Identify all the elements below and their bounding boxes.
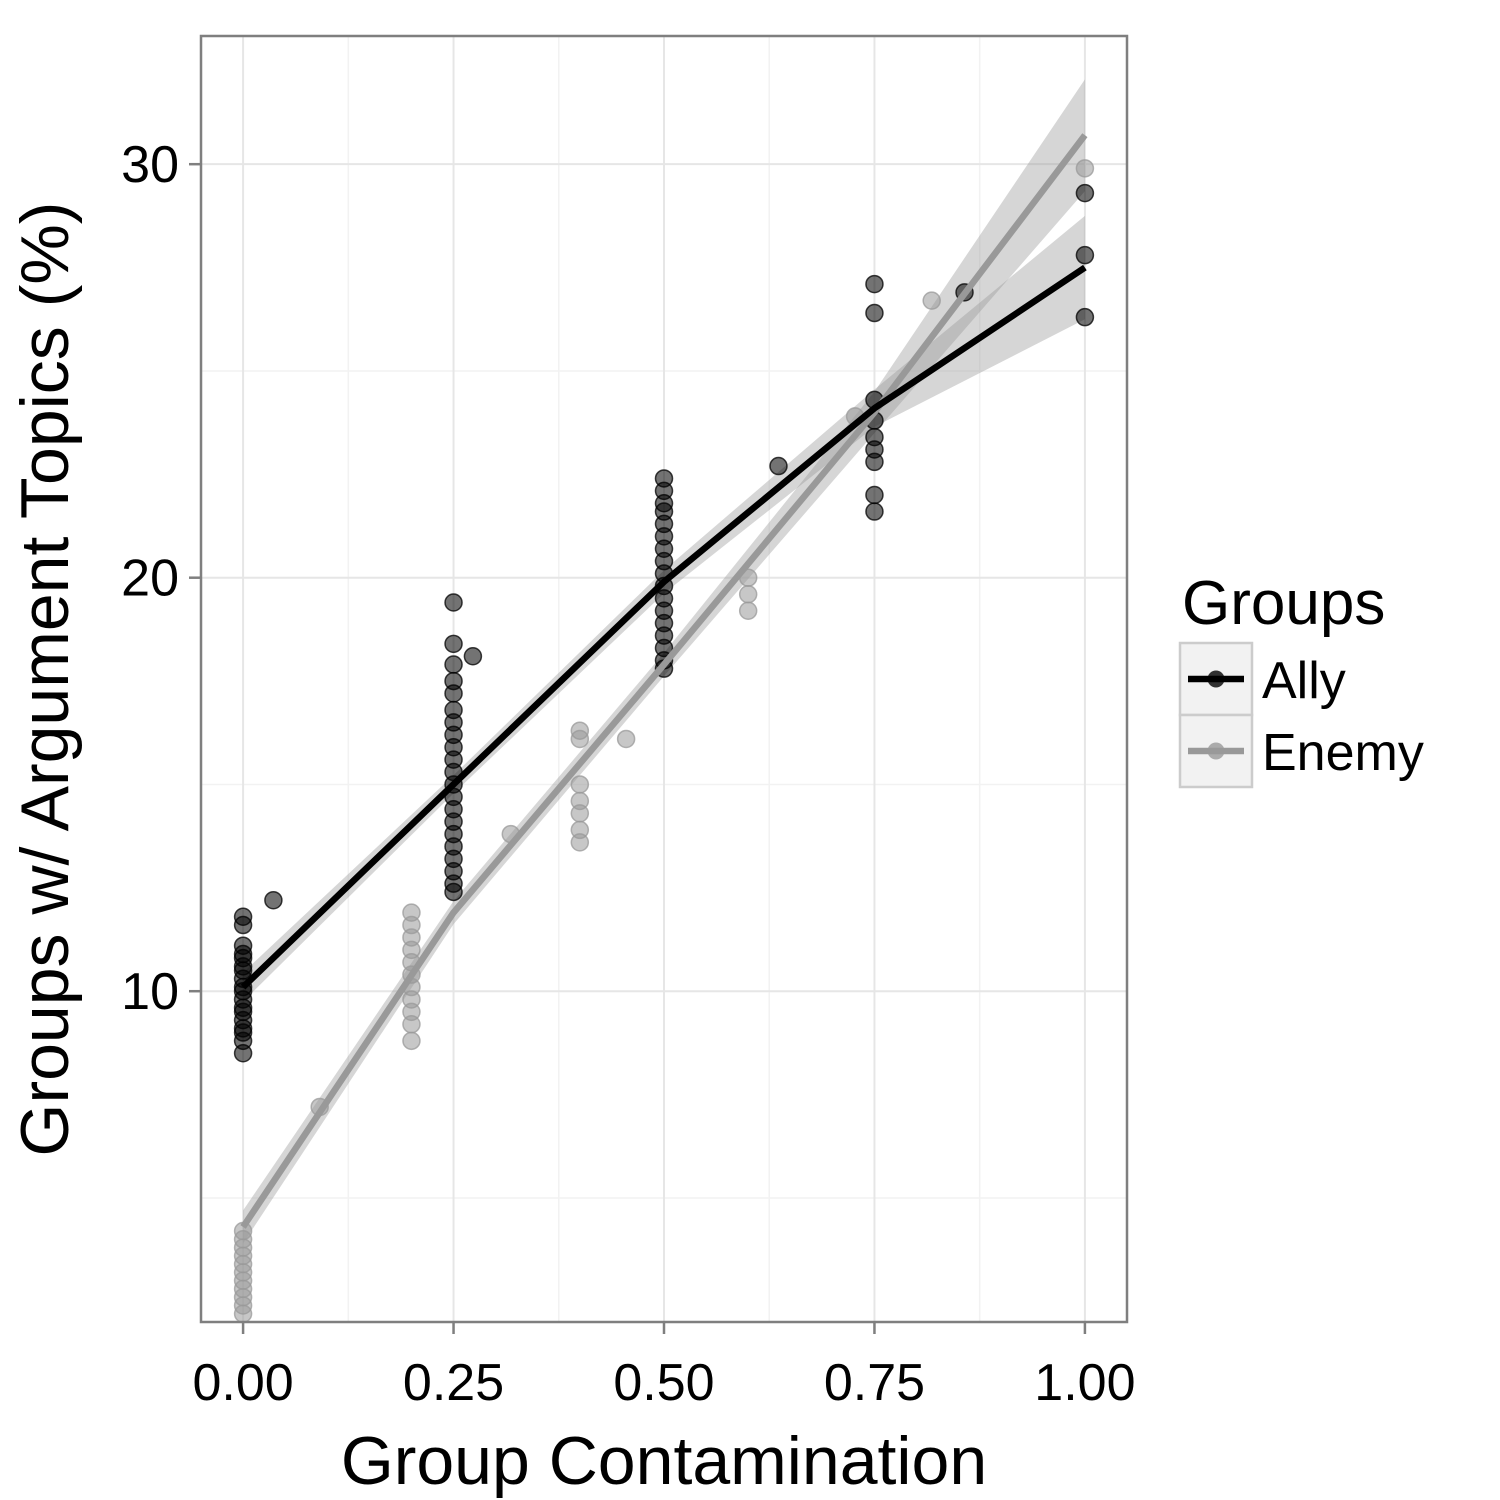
y-tick-label: 10 [121,963,179,1021]
y-tick-label: 20 [121,550,179,608]
grid-layer [201,36,1127,1322]
data-point-ally [444,593,463,612]
data-point-ally [444,655,463,674]
y-tick-label: 30 [121,136,179,194]
x-tick-label: 0.50 [613,1354,714,1412]
data-point-enemy [616,729,636,749]
data-point-enemy [1075,159,1095,178]
data-point-ally [865,274,884,294]
data-point-ally [865,485,884,505]
legend-label-enemy: Enemy [1262,724,1424,782]
data-point-ally [233,1043,253,1063]
x-axis-title: Group Contamination [341,1423,987,1499]
x-axis: 0.00 0.25 0.50 0.75 1.00 [192,1322,1136,1412]
data-point-enemy [570,729,590,749]
data-point-enemy [402,1031,421,1051]
data-point-enemy [570,833,590,852]
fit-line-enemy [240,133,1088,1229]
x-tick-label: 1.00 [1034,1354,1135,1412]
legend: Groups Ally Enemy [1178,569,1424,789]
data-point-ally [233,915,253,935]
data-point-ally [1075,183,1095,203]
data-point-enemy [570,775,590,794]
data-point-ally [463,647,483,666]
data-point-enemy [233,1304,253,1323]
y-axis: 10 20 30 [121,136,201,1021]
data-point-layer [233,159,1095,1323]
data-point-ally [444,684,463,703]
x-tick-label: 0.75 [824,1354,925,1412]
plot-panel [199,34,1129,1324]
data-point-enemy [922,291,941,310]
data-point-enemy [402,1015,421,1034]
data-point-ally [865,452,884,472]
data-point-enemy [738,584,758,604]
x-tick-label: 0.00 [192,1354,293,1412]
legend-key-point [1207,742,1225,760]
data-point-ally [444,634,463,654]
y-axis-title: Groups w/ Argument Topics (%) [7,202,83,1157]
data-point-ally [1075,307,1095,327]
fit-line-ally [240,264,1087,990]
legend-label-ally: Ally [1262,652,1346,710]
data-point-ally [444,882,463,902]
data-point-enemy [570,804,590,823]
data-point-enemy [738,601,758,621]
data-point-ally [865,502,884,521]
data-point-ally [264,890,283,910]
data-point-ally [865,303,884,323]
legend-title: Groups [1182,569,1385,638]
legend-key-point [1207,670,1225,688]
fit-line-layer [240,133,1088,1229]
data-point-ally [769,456,788,476]
data-point-ally [1075,245,1095,265]
x-tick-label: 0.25 [403,1354,504,1412]
